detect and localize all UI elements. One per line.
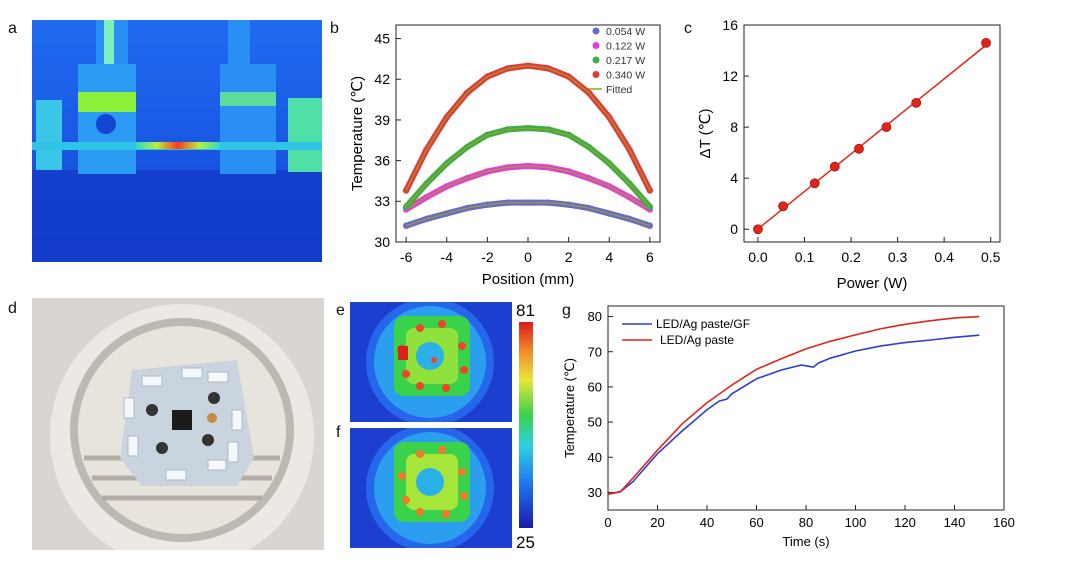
- x-tick-label: 80: [799, 515, 813, 530]
- y-axis-label: ΔT (℃): [697, 109, 714, 159]
- x-tick-label: -4: [441, 249, 454, 265]
- legend-label: 0.054 W: [606, 26, 645, 38]
- legend-label: 0.217 W: [606, 55, 645, 67]
- x-tick-label: 40: [700, 515, 714, 530]
- led-bulb-photo: [32, 298, 324, 550]
- panel-label-c: c: [684, 20, 692, 37]
- series-line-0: [607, 334, 980, 495]
- data-point: [402, 222, 410, 229]
- x-tick-label: -6: [400, 249, 413, 265]
- y-tick-label: 12: [722, 68, 738, 84]
- x-tick-label: 0.5: [981, 249, 1001, 265]
- y-tick-label: 16: [722, 17, 738, 33]
- panel-label-f: f: [336, 424, 341, 441]
- x-tick-label: 0.3: [888, 249, 908, 265]
- data-point: [981, 37, 991, 48]
- y-tick-label: 0: [730, 221, 738, 237]
- y-tick-label: 30: [588, 485, 602, 500]
- y-tick-label: 36: [374, 153, 390, 169]
- y-tick-label: 60: [588, 379, 602, 394]
- x-tick-label: -2: [481, 249, 494, 265]
- y-tick-label: 45: [374, 30, 390, 46]
- fitted-curve: [405, 127, 651, 208]
- x-tick-label: 0.2: [841, 249, 861, 265]
- x-axis-label: Power (W): [837, 275, 908, 292]
- x-tick-label: 0.0: [748, 249, 768, 265]
- y-tick-label: 40: [588, 450, 602, 465]
- x-axis-label: Time (s): [782, 534, 829, 549]
- panel-label-a: a: [8, 20, 17, 37]
- data-point: [829, 161, 840, 172]
- panel-label-e: e: [336, 302, 345, 319]
- x-tick-label: 120: [894, 515, 916, 530]
- panel-label-b: b: [330, 20, 339, 37]
- colorbar-gradient: [519, 322, 533, 528]
- thermal-image-led-ag-paste-gf: [350, 428, 512, 548]
- panel-label-g: g: [562, 302, 571, 319]
- legend-marker: [592, 56, 600, 64]
- legend-label: LED/Ag paste: [660, 333, 734, 347]
- y-tick-label: 33: [374, 193, 390, 209]
- legend-marker: [592, 42, 600, 49]
- fitted-curve: [405, 65, 651, 191]
- y-axis-label: Temperature (℃): [349, 76, 366, 191]
- x-tick-label: 0: [524, 249, 532, 265]
- x-tick-label: 0.4: [934, 249, 954, 265]
- x-tick-label: 60: [749, 515, 763, 530]
- y-tick-label: 70: [588, 344, 602, 359]
- y-tick-label: 50: [588, 415, 602, 430]
- data-point: [809, 178, 820, 189]
- data-point: [854, 143, 864, 154]
- y-tick-label: 80: [588, 309, 602, 324]
- data-point: [881, 122, 892, 133]
- legend-marker: [592, 27, 600, 35]
- legend-label: 0.340 W: [606, 70, 645, 82]
- data-point: [778, 201, 788, 212]
- y-tick-label: 39: [374, 112, 390, 128]
- data-point: [911, 97, 922, 108]
- panel-label-d: d: [8, 300, 17, 317]
- x-tick-label: 0: [604, 515, 611, 530]
- x-tick-label: 4: [605, 249, 613, 265]
- y-tick-label: 8: [730, 119, 738, 135]
- fitted-curve: [405, 202, 651, 227]
- x-tick-label: 160: [993, 515, 1015, 530]
- legend-label: 0.122 W: [606, 41, 645, 53]
- legend-marker: [592, 71, 600, 78]
- x-tick-label: 100: [845, 515, 867, 530]
- colorbar-min-label: 25: [516, 533, 535, 552]
- x-tick-label: 6: [646, 249, 654, 265]
- plot-frame: [743, 24, 1001, 243]
- thermal-image-led-ag-paste: [350, 302, 512, 422]
- series-line-1: [607, 315, 980, 495]
- y-tick-label: 4: [730, 170, 738, 186]
- y-tick-label: 30: [374, 234, 390, 250]
- x-tick-label: 2: [565, 249, 573, 265]
- x-tick-label: 20: [650, 515, 664, 530]
- data-point: [402, 187, 410, 194]
- y-tick-label: 42: [374, 71, 390, 87]
- thermal-image-strip: [32, 20, 322, 262]
- fitted-curve: [405, 165, 651, 210]
- x-axis-label: Position (mm): [482, 271, 575, 288]
- x-tick-label: 140: [944, 515, 966, 530]
- colorbar-max-label: 81: [516, 301, 535, 320]
- legend-label: LED/Ag paste/GF: [656, 317, 750, 331]
- legend-label: Fitted: [606, 84, 632, 96]
- y-axis-label: Temperature (℃): [562, 358, 577, 458]
- x-tick-label: 0.1: [795, 249, 815, 265]
- fit-line: [757, 44, 987, 230]
- data-point: [753, 224, 763, 235]
